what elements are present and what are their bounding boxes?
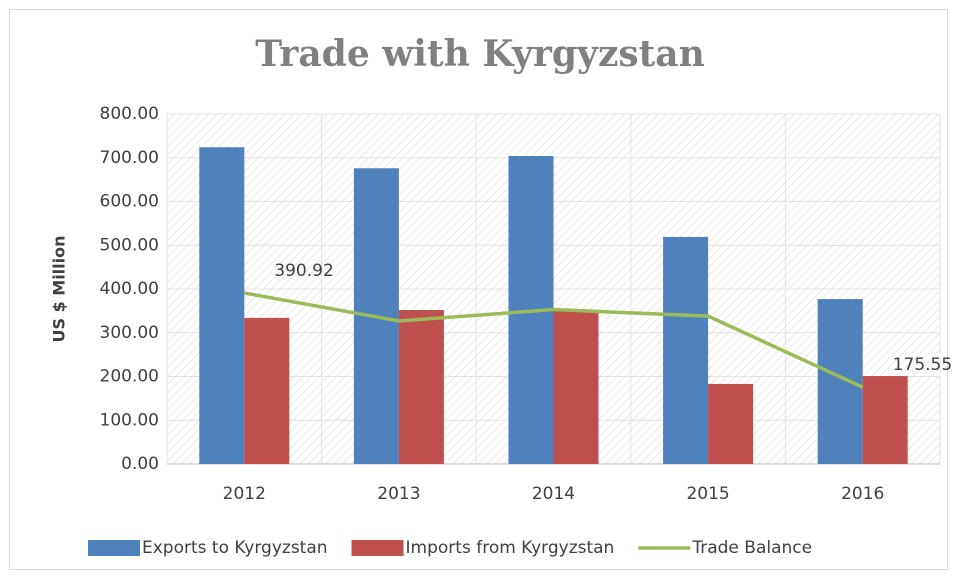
y-axis-label: US $ Million [50, 235, 69, 342]
bar [398, 310, 444, 464]
bar [553, 310, 599, 464]
data-label: 390.92 [274, 261, 333, 281]
y-tick-label: 100.00 [100, 410, 159, 430]
legend-swatch [351, 540, 404, 556]
x-tick-label: 2015 [686, 484, 729, 504]
x-tick-label: 2016 [841, 484, 884, 504]
chart-title: Trade with Kyrgyzstan [255, 33, 705, 75]
bar [817, 299, 863, 464]
y-tick-label: 800.00 [100, 104, 159, 124]
bar [862, 376, 908, 464]
y-tick-label: 400.00 [100, 279, 159, 299]
x-tick-label: 2013 [377, 484, 420, 504]
line [243, 291, 864, 389]
bar [199, 147, 245, 464]
y-tick-label: 300.00 [100, 323, 159, 343]
data-label: 175.55 [893, 355, 952, 375]
legend-swatch [88, 540, 140, 556]
bar [708, 383, 754, 464]
y-tick-label: 500.00 [100, 235, 159, 255]
y-tick-label: 700.00 [100, 148, 159, 168]
y-tick-label: 600.00 [100, 192, 159, 212]
legend-label: Imports from Kyrgyzstan [406, 538, 615, 558]
x-tick-label: 2014 [532, 484, 575, 504]
y-tick-label: 200.00 [100, 367, 159, 387]
y-tick-label: 0.00 [121, 454, 159, 474]
x-tick-label: 2012 [223, 484, 266, 504]
legend-label: Trade Balance [691, 538, 812, 558]
bar [244, 317, 290, 464]
bar [663, 236, 709, 464]
legend-label: Exports to Kyrgyzstan [142, 538, 328, 558]
